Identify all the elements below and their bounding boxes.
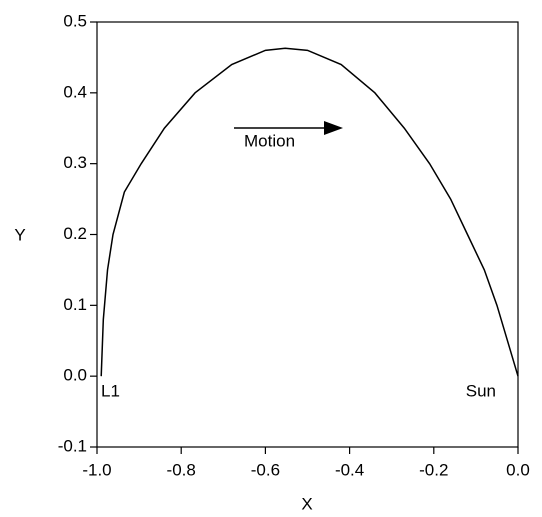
- annotation: Motion: [244, 131, 295, 150]
- curve: [100, 47, 519, 377]
- y-tick-label: 0.4: [63, 82, 87, 101]
- x-tick-label: -0.6: [251, 460, 280, 479]
- x-tick-label: -0.4: [335, 460, 364, 479]
- motion-arrowhead: [324, 121, 343, 135]
- y-tick-label: 0.1: [63, 295, 87, 314]
- y-tick-label: 0.2: [63, 224, 87, 243]
- annotation: Sun: [466, 381, 496, 400]
- x-tick-label: -0.8: [167, 460, 196, 479]
- y-tick-label: 0.3: [63, 153, 87, 172]
- y-tick-label: 0.5: [63, 11, 87, 30]
- x-tick-label: -0.2: [419, 460, 448, 479]
- y-axis-label: Y: [14, 225, 25, 244]
- annotation: L1: [101, 381, 120, 400]
- y-tick-label: 0.0: [63, 366, 87, 385]
- x-axis-label: X: [301, 494, 312, 513]
- x-tick-label: -1.0: [82, 460, 111, 479]
- y-tick-label: -0.1: [58, 436, 87, 455]
- x-tick-label: 0.0: [506, 460, 530, 479]
- plot-frame: [96, 21, 519, 448]
